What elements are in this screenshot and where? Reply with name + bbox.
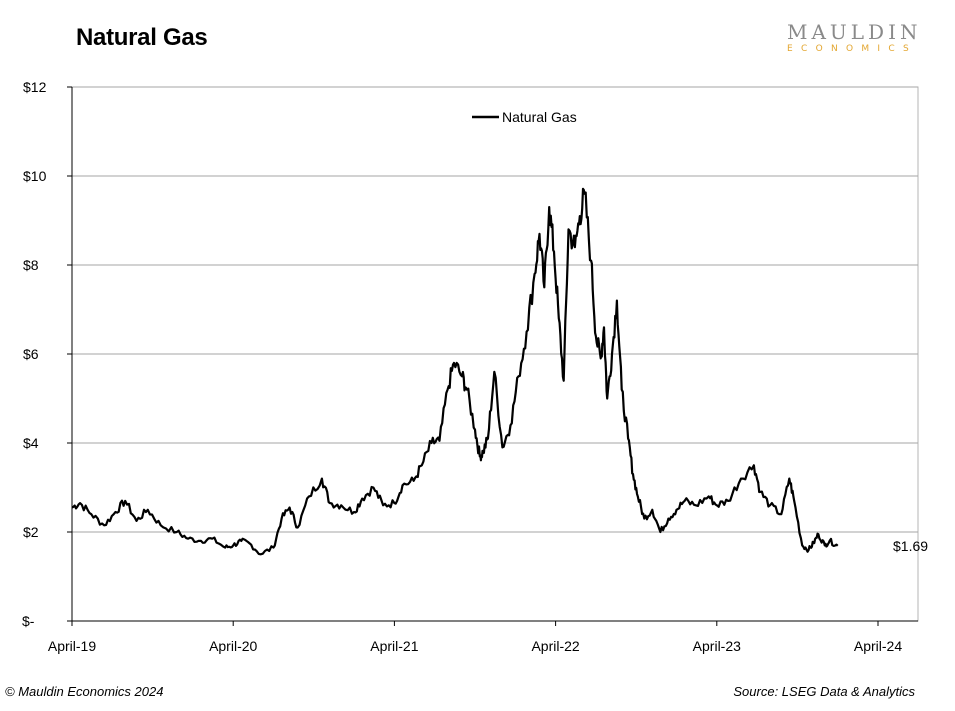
y-tick-label: $10 [23, 168, 47, 184]
axis-layer: $- $2 $4 $6 $8 $10 $12 April-19 April-20 April-21… [22, 79, 918, 654]
legend-label: Natural Gas [502, 109, 577, 125]
x-tick-label: April-21 [370, 638, 418, 654]
logo-wordmark-top: MAULDIN [787, 20, 922, 44]
x-tick-label: April-24 [854, 638, 902, 654]
mauldin-logo: MAULDIN ECONOMICS [787, 22, 947, 55]
legend: Natural Gas [472, 109, 577, 125]
source-footer: Source: LSEG Data & Analytics [733, 684, 915, 699]
last-value-label: $1.69 [893, 538, 928, 554]
y-tick-label: $4 [23, 435, 39, 451]
y-tick-label: $2 [23, 524, 39, 540]
x-tick-label: April-20 [209, 638, 257, 654]
x-tick-label: April-23 [693, 638, 741, 654]
series-layer [71, 187, 839, 556]
x-tick-label: April-19 [48, 638, 96, 654]
y-tick-label: $6 [23, 346, 39, 362]
logo-wordmark-bottom: ECONOMICS [787, 44, 917, 54]
y-tick-label: $8 [23, 257, 39, 273]
series-line-natural-gas [71, 187, 839, 556]
y-tick-label: $12 [23, 79, 47, 95]
chart-title: Natural Gas [76, 24, 208, 51]
y-tick-label: $- [22, 613, 35, 629]
x-tick-label: April-22 [531, 638, 579, 654]
copyright-footer: © Mauldin Economics 2024 [5, 684, 164, 699]
